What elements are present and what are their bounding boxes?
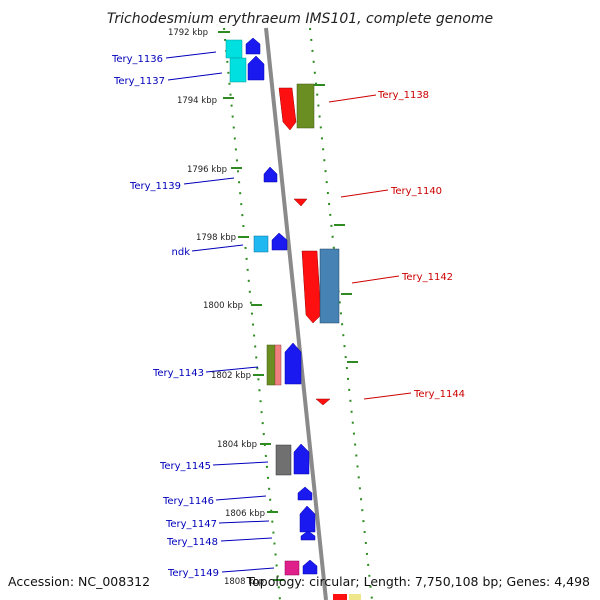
gene-label-tery-1147[interactable]: Tery_1147	[165, 519, 217, 530]
gene-label-tery-1149[interactable]: Tery_1149	[167, 568, 219, 579]
gene-feature-bottom-yellow[interactable]	[349, 594, 361, 600]
gene-features-right	[278, 83, 361, 600]
accession-text: Accession: NC_008312	[8, 574, 150, 589]
topology-text: Topology: circular; Length: 7,750,108 bp…	[246, 574, 590, 589]
gene-feature-tery-1137-a[interactable]	[229, 57, 247, 83]
gene-feature-tery-1149-b[interactable]	[302, 559, 318, 575]
gene-feature-bottom-red[interactable]	[333, 594, 347, 600]
gene-feature-tery-1136-b[interactable]	[245, 37, 261, 55]
tick-label: 1798 kbp	[196, 233, 236, 243]
gene-label-tery-1148[interactable]: Tery_1148	[166, 537, 218, 548]
tick-rail-left	[223, 27, 281, 600]
gene-label-tery-1143[interactable]: Tery_1143	[152, 368, 204, 379]
gene-feature-tery-1137-b[interactable]	[247, 55, 265, 81]
gene-label-tery-1146[interactable]: Tery_1146	[162, 496, 214, 507]
gene-feature-tery-1144[interactable]	[315, 398, 331, 406]
gene-label-tery-1139[interactable]: Tery_1139	[129, 181, 181, 192]
gene-feature-tery-1145-b[interactable]	[293, 443, 310, 475]
gene-feature-tery-1138-a[interactable]	[278, 87, 297, 131]
tick-label: 1808 kbp	[224, 577, 264, 587]
tick-label: 1802 kbp	[211, 371, 251, 381]
gene-feature-ndk[interactable]	[253, 235, 269, 253]
gene-label-tery-1137[interactable]: Tery_1137	[113, 76, 165, 87]
genome-backbone	[264, 27, 328, 600]
gene-label-tery-1145[interactable]: Tery_1145	[159, 461, 211, 472]
gene-feature-tery-1147[interactable]	[299, 505, 316, 533]
gene-label-ndk[interactable]: ndk	[172, 247, 191, 258]
gene-feature-tery-1143-a[interactable]	[266, 344, 276, 386]
tick-label: 1804 kbp	[217, 440, 257, 450]
gene-labels-right: Tery_1138 Tery_1140 Tery_1142 Tery_1144	[377, 90, 465, 400]
tick-marks	[218, 31, 358, 581]
gene-labels-left: Tery_1136 Tery_1137 Tery_1139 ndk Tery_1…	[111, 54, 219, 579]
gene-label-tery-1136[interactable]: Tery_1136	[111, 54, 163, 65]
tick-label: 1800 kbp	[203, 301, 243, 311]
gene-feature-tery-1140[interactable]	[293, 198, 308, 207]
gene-features	[225, 37, 318, 576]
gene-feature-tery-1136-a[interactable]	[225, 39, 243, 59]
gene-label-tery-1144[interactable]: Tery_1144	[413, 389, 465, 400]
gene-feature-tery-1142-a[interactable]	[301, 250, 322, 324]
gene-label-tery-1138[interactable]: Tery_1138	[377, 90, 429, 101]
tick-labels: 1792 kbp 1794 kbp 1796 kbp 1798 kbp 1800…	[168, 28, 265, 587]
gene-label-tery-1140[interactable]: Tery_1140	[390, 186, 442, 197]
gene-feature-tery-1138-b[interactable]	[296, 83, 315, 129]
gene-feature-ndk-b[interactable]	[271, 232, 288, 251]
gene-feature-tery-1149-a[interactable]	[284, 560, 300, 576]
tick-label: 1794 kbp	[177, 96, 217, 106]
gene-feature-tery-1143-b[interactable]	[274, 344, 282, 386]
gene-feature-tery-1148[interactable]	[300, 530, 316, 541]
tick-label: 1796 kbp	[187, 165, 227, 175]
tick-label: 1792 kbp	[168, 28, 208, 38]
leader-lines-left	[165, 51, 275, 573]
map-title: Trichodesmium erythraeum IMS101, complet…	[107, 11, 493, 27]
gene-label-tery-1142[interactable]: Tery_1142	[401, 272, 453, 283]
tick-rail-right	[309, 27, 373, 600]
leader-lines-right	[328, 94, 412, 400]
gene-feature-tery-1145-a[interactable]	[275, 444, 292, 476]
tick-label: 1806 kbp	[225, 509, 265, 519]
gene-feature-tery-1142-b[interactable]	[319, 248, 340, 324]
gene-feature-tery-1139[interactable]	[263, 166, 278, 183]
gene-feature-tery-1143-c[interactable]	[284, 342, 302, 385]
gene-feature-tery-1146[interactable]	[297, 486, 313, 501]
